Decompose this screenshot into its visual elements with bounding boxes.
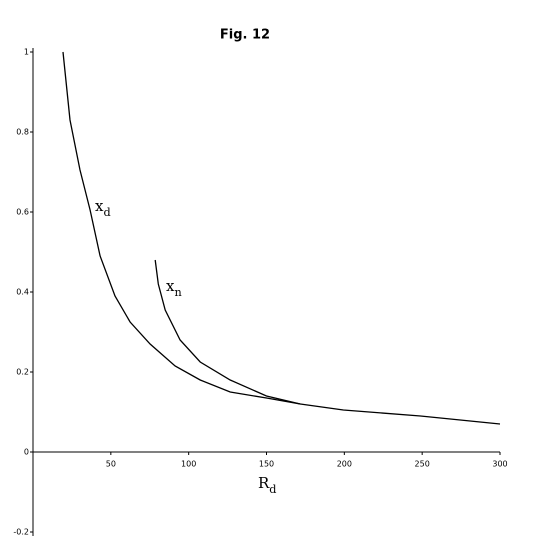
chart-title: Fig. 12 bbox=[220, 28, 270, 43]
series-label: xd bbox=[95, 197, 111, 219]
y-tick-label: 1 bbox=[24, 48, 29, 57]
x-tick-label: 150 bbox=[259, 460, 274, 469]
x-tick-label: 50 bbox=[106, 460, 116, 469]
x-tick-label: 100 bbox=[181, 460, 196, 469]
series-label: xn bbox=[166, 277, 182, 299]
x-axis-label: Rd bbox=[258, 474, 277, 496]
x-tick-label: 200 bbox=[337, 460, 352, 469]
y-tick-label: 0 bbox=[24, 448, 29, 457]
y-tick-label: 0.4 bbox=[16, 288, 29, 297]
y-tick-label: 0.2 bbox=[16, 368, 29, 377]
y-tick-label: 0.8 bbox=[16, 128, 29, 137]
line-series bbox=[62, 51, 501, 425]
y-tick-label: -0.2 bbox=[13, 528, 29, 537]
line-series bbox=[154, 259, 301, 405]
x-tick-label: 300 bbox=[492, 460, 507, 469]
y-tick-label: 0.6 bbox=[16, 208, 29, 217]
x-tick-label: 250 bbox=[415, 460, 430, 469]
